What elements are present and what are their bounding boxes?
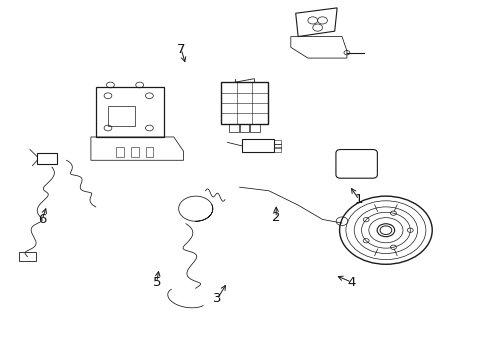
Bar: [221, 82, 267, 123]
Bar: [37, 153, 57, 164]
Bar: [239, 123, 249, 132]
Text: 1: 1: [354, 193, 363, 206]
Bar: [116, 147, 124, 157]
Text: 5: 5: [152, 276, 161, 289]
Text: 7: 7: [177, 42, 185, 55]
Bar: [19, 252, 36, 261]
Bar: [96, 87, 163, 137]
Text: 4: 4: [347, 276, 355, 289]
Bar: [273, 147, 281, 152]
Bar: [273, 140, 281, 144]
Bar: [228, 123, 238, 132]
Bar: [131, 147, 139, 157]
Text: 2: 2: [271, 211, 280, 224]
Bar: [273, 144, 281, 148]
Bar: [250, 123, 260, 132]
Bar: [145, 147, 153, 157]
Text: 6: 6: [38, 213, 46, 226]
Text: 3: 3: [213, 292, 222, 305]
Bar: [242, 139, 273, 152]
Bar: [108, 107, 135, 126]
